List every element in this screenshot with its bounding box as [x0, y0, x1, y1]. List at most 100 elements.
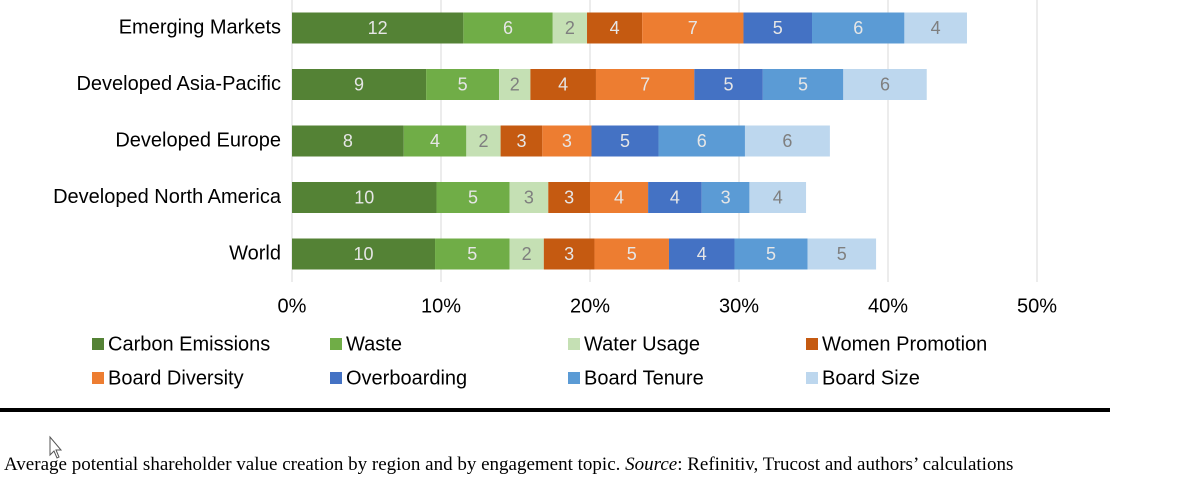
bar-segment — [548, 182, 590, 213]
legend-swatch — [568, 372, 580, 384]
legend-swatch — [330, 338, 342, 350]
bar-segment — [509, 238, 544, 270]
value-label: 10 — [354, 187, 374, 207]
bar-segment — [594, 238, 669, 270]
bar-segment — [292, 125, 404, 157]
legend-label: Board Size — [822, 367, 920, 389]
bar-segment — [552, 12, 588, 44]
value-label: 6 — [880, 74, 890, 94]
value-label: 5 — [724, 74, 734, 94]
legend-swatch — [806, 338, 818, 350]
value-label: 3 — [562, 131, 572, 151]
caption-text: : Refinitiv, Trucost and authors’ calcul… — [677, 454, 1013, 475]
value-label: 7 — [688, 18, 698, 38]
value-label: 7 — [640, 74, 650, 94]
bar-segment — [595, 69, 695, 100]
value-label: 4 — [430, 131, 440, 151]
bar-segment — [292, 12, 464, 44]
bar-segment — [590, 182, 649, 213]
y-tick-label: Developed Asia-Pacific — [76, 73, 281, 95]
bar-segment — [499, 69, 531, 100]
value-label: 5 — [468, 187, 478, 207]
bar-segment — [292, 69, 427, 100]
caption-source: Source — [625, 454, 677, 475]
value-label: 5 — [467, 244, 477, 264]
bar-segment — [435, 238, 510, 270]
value-label: 6 — [503, 18, 513, 38]
legend-label: Water Usage — [584, 333, 700, 355]
bar-segment — [642, 12, 744, 44]
value-label: 3 — [721, 187, 731, 207]
x-tick-label: 40% — [868, 295, 908, 317]
legend-label: Carbon Emissions — [108, 333, 270, 355]
caption: Average potential shareholder value crea… — [4, 454, 1013, 475]
value-label: 8 — [343, 131, 353, 151]
bar-segment — [812, 12, 905, 44]
bar-segment — [403, 125, 467, 157]
legend-swatch — [568, 338, 580, 350]
bar-segment — [500, 125, 543, 157]
legend-label: Board Tenure — [584, 367, 704, 389]
bar-segment — [466, 125, 501, 157]
y-tick-label: Developed Europe — [115, 129, 281, 151]
bar-segment — [668, 238, 735, 270]
value-label: 5 — [627, 244, 637, 264]
x-tick-label: 20% — [570, 295, 610, 317]
value-label: 3 — [564, 244, 574, 264]
legend-swatch — [330, 372, 342, 384]
value-label: 4 — [614, 187, 624, 207]
value-label: 4 — [670, 187, 680, 207]
y-tick-label: Emerging Markets — [119, 16, 281, 38]
legend-label: Women Promotion — [822, 333, 987, 355]
bar-segment — [904, 12, 967, 44]
bar-segment — [530, 69, 596, 100]
bar-segment — [292, 182, 437, 213]
bar-segment — [694, 69, 763, 100]
value-label: 5 — [837, 244, 847, 264]
bar-segment — [426, 69, 500, 100]
bar-segment — [749, 182, 807, 213]
legend-swatch — [92, 338, 104, 350]
value-label: 4 — [931, 18, 941, 38]
caption-text: Average potential shareholder value crea… — [4, 454, 625, 475]
value-label: 5 — [766, 244, 776, 264]
bar-segment — [807, 238, 877, 270]
value-label: 6 — [853, 18, 863, 38]
bar-segment — [436, 182, 510, 213]
value-label: 4 — [773, 187, 783, 207]
x-tick-label: 50% — [1017, 295, 1057, 317]
bar-segment — [843, 69, 927, 100]
value-label: 4 — [610, 18, 620, 38]
y-tick-label: World — [229, 242, 281, 264]
value-label: 10 — [354, 244, 374, 264]
bar-segment — [762, 69, 844, 100]
value-label: 2 — [510, 74, 520, 94]
value-label: 6 — [697, 131, 707, 151]
x-tick-label: 30% — [719, 295, 759, 317]
bar-segment — [542, 125, 592, 157]
legend-swatch — [806, 372, 818, 384]
value-label: 4 — [697, 244, 707, 264]
cursor — [49, 435, 63, 459]
value-label: 4 — [558, 74, 568, 94]
value-label: 6 — [782, 131, 792, 151]
y-tick-label: Developed North America — [53, 186, 282, 208]
legend-swatch — [92, 372, 104, 384]
legend-label: Waste — [346, 333, 402, 355]
bar-segment — [743, 12, 813, 44]
value-label: 2 — [478, 131, 488, 151]
bar-segment — [543, 238, 595, 270]
value-label: 3 — [564, 187, 574, 207]
bar-segment — [292, 238, 436, 270]
value-label: 5 — [458, 74, 468, 94]
value-label: 9 — [354, 74, 364, 94]
value-label: 3 — [524, 187, 534, 207]
legend-label: Board Diversity — [108, 367, 244, 389]
bar-segment — [587, 12, 643, 44]
bar-segment — [658, 125, 745, 157]
value-label: 2 — [522, 244, 532, 264]
bar-segment — [591, 125, 659, 157]
value-label: 5 — [798, 74, 808, 94]
legend-label: Overboarding — [346, 367, 467, 389]
